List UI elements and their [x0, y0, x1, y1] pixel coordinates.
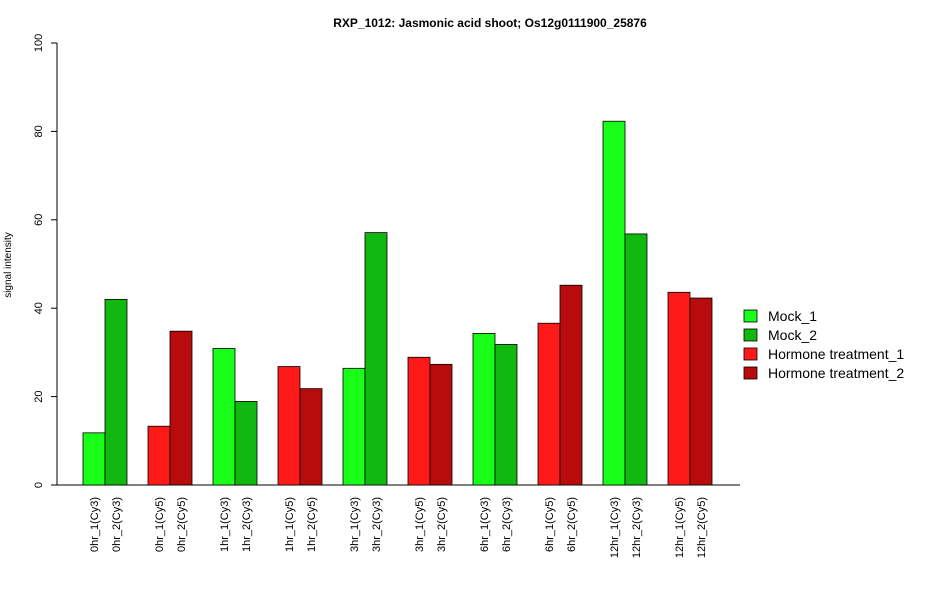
bar: [494, 344, 518, 486]
y-tick-label: 40: [33, 302, 45, 314]
x-tick-label: 1hr_2(Cy3): [241, 497, 253, 552]
bar: [624, 233, 648, 486]
bar: [234, 401, 258, 486]
legend-swatch: [743, 347, 758, 361]
legend-label: Hormone treatment_2: [768, 365, 904, 381]
chart-title: RXP_1012: Jasmonic acid shoot; Os12g0111…: [333, 16, 647, 30]
bars: [82, 120, 713, 486]
x-tick-label: 12hr_1(Cy5): [674, 497, 686, 558]
x-tick-labels: 0hr_1(Cy3) 0hr_2(Cy3) 0hr_1(Cy5) 0hr_2(Cy5)…: [89, 497, 708, 558]
x-tick-label: 12hr_2(Cy3): [631, 497, 643, 558]
legend-swatch: [743, 328, 758, 342]
y-tick-label: 0: [33, 482, 45, 488]
y-axis-label: signal intensity: [3, 232, 14, 298]
bar: [342, 367, 366, 486]
x-tick-label: 0hr_1(Cy3): [89, 497, 101, 552]
x-tick-label: 3hr_2(Cy5): [436, 497, 448, 552]
x-tick-label: 6hr_2(Cy3): [501, 497, 513, 552]
legend-label: Hormone treatment_1: [768, 346, 904, 362]
bar: [299, 388, 323, 486]
bar: [602, 120, 626, 486]
x-tick-label: 1hr_1(Cy5): [284, 497, 296, 552]
bar: [407, 356, 431, 486]
x-tick-label: 6hr_1(Cy5): [544, 497, 556, 552]
x-tick-label: 12hr_1(Cy3): [609, 497, 621, 558]
bar: [147, 425, 171, 486]
bar: [212, 348, 236, 486]
legend: Mock_1 Mock_2 Hormone treatment_1 Hormone t…: [743, 308, 904, 381]
x-tick-label: 1hr_1(Cy3): [219, 497, 231, 552]
x-tick-label: 0hr_2(Cy3): [111, 497, 123, 552]
bar: [429, 363, 453, 486]
x-tick-label: 12hr_2(Cy5): [696, 497, 708, 558]
y-axis: 0 20 40 60 80 100: [33, 34, 58, 488]
x-tick-label: 3hr_2(Cy3): [371, 497, 383, 552]
bar: [82, 432, 106, 486]
x-tick-label: 6hr_1(Cy3): [479, 497, 491, 552]
x-tick-label: 1hr_2(Cy5): [306, 497, 318, 552]
bar: [364, 232, 388, 486]
bar: [537, 322, 561, 486]
legend-label: Mock_2: [768, 327, 817, 343]
bar: [277, 366, 301, 486]
y-tick-label: 20: [33, 390, 45, 402]
bar: [104, 298, 128, 486]
legend-swatch: [743, 366, 758, 380]
y-tick-label: 60: [33, 214, 45, 226]
x-tick-label: 3hr_1(Cy3): [349, 497, 361, 552]
legend-label: Mock_1: [768, 308, 817, 324]
x-tick-label: 6hr_2(Cy5): [566, 497, 578, 552]
y-tick-label: 100: [33, 34, 45, 52]
x-tick-label: 3hr_1(Cy5): [414, 497, 426, 552]
bar: [559, 284, 583, 486]
bar: [689, 297, 713, 486]
legend-swatch: [743, 309, 758, 323]
x-tick-label: 0hr_2(Cy5): [176, 497, 188, 552]
bar: [667, 291, 691, 486]
y-tick-label: 80: [33, 125, 45, 137]
bar: [169, 330, 193, 486]
x-tick-label: 0hr_1(Cy5): [154, 497, 166, 552]
bar: [472, 332, 496, 486]
